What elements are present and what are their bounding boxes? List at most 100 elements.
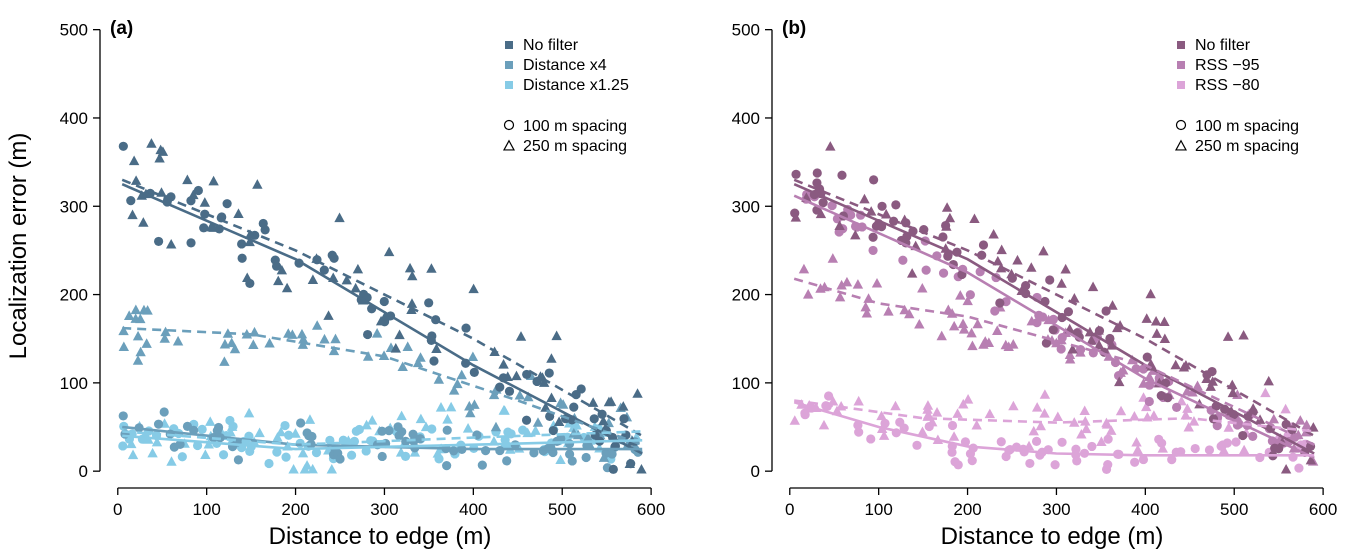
panel-b-point-100m xyxy=(1212,421,1222,431)
panel-a-point-100m xyxy=(212,426,222,436)
panel-b-point-250m xyxy=(1075,347,1086,357)
panel-a-points xyxy=(118,138,647,474)
panel-b-point-250m xyxy=(1035,420,1046,431)
panel-a-point-250m xyxy=(433,374,445,384)
panel-b-point-100m xyxy=(846,210,856,220)
panel-b-point-250m xyxy=(948,320,960,331)
panel-a-point-100m xyxy=(394,431,404,441)
panel-a-point-250m xyxy=(146,138,157,148)
panel-b-point-250m xyxy=(1176,395,1187,406)
panel-b-point-250m xyxy=(798,263,810,274)
panel-a-point-250m xyxy=(142,305,153,315)
panel-a-point-100m xyxy=(377,426,387,436)
panel-a-point-250m xyxy=(375,315,387,326)
panel-b-point-250m xyxy=(941,202,953,212)
panel-b-point-100m xyxy=(898,255,908,265)
panel-b-point-100m xyxy=(1238,430,1248,441)
panel-b-point-100m xyxy=(1144,396,1154,407)
panel-a-point-100m xyxy=(281,452,291,462)
panel-a-legend: No filter Distance x4 Distance x1.25 100 m … xyxy=(502,37,629,155)
panel-a-y-tick-label: 100 xyxy=(60,374,88,393)
panel-a-point-250m xyxy=(225,426,236,437)
panel-a-point-250m xyxy=(352,263,364,274)
panel-a-point-250m xyxy=(431,343,442,354)
panel-b-point-100m xyxy=(1171,402,1182,413)
panel-b-point-250m xyxy=(1238,444,1250,455)
panel-b-point-250m xyxy=(1051,337,1062,348)
panel-b-point-250m xyxy=(1260,387,1271,398)
panel-b-point-100m xyxy=(1087,441,1097,452)
panel-a-legend-label: No filter xyxy=(523,37,579,54)
panel-a-point-100m xyxy=(529,448,539,458)
panel-b-point-250m xyxy=(1064,353,1076,364)
panel-b-point-250m xyxy=(1148,410,1160,420)
panel-b-point-100m xyxy=(791,169,801,179)
panel-a-x-tick-label: 600 xyxy=(637,500,665,519)
panel-a-point-250m xyxy=(254,427,265,438)
panel-a-point-250m xyxy=(226,337,237,348)
panel-b-point-250m xyxy=(996,244,1007,255)
panel-b-point-100m xyxy=(891,200,901,210)
panel-a-point-250m xyxy=(406,298,418,308)
panel-a-point-250m xyxy=(498,359,509,369)
panel-b-point-100m xyxy=(837,170,847,180)
panel-a-y-tick-label: 400 xyxy=(60,109,88,128)
panel-a-point-250m xyxy=(523,391,534,402)
panel-a-point-250m xyxy=(404,262,416,273)
panel-a-point-100m xyxy=(393,422,403,432)
panel-b-point-250m xyxy=(852,279,864,289)
panel-b-point-100m xyxy=(1204,445,1215,455)
panel-a-point-250m xyxy=(498,405,509,415)
panel-b-point-250m xyxy=(952,408,963,418)
panel-b-point-100m xyxy=(1063,307,1074,317)
panel-b-x-axis-title: Distance to edge (m) xyxy=(941,523,1164,550)
panel-b-point-250m xyxy=(853,395,864,406)
panel-a-point-250m xyxy=(290,428,301,438)
panel-b-point-100m xyxy=(943,251,953,261)
panel-a-point-100m xyxy=(218,450,229,460)
panel-b-point-100m xyxy=(1154,434,1164,444)
panel-a-point-250m xyxy=(636,463,647,474)
panel-b-point-250m xyxy=(984,408,996,419)
panel-b-point-250m xyxy=(878,430,890,440)
panel-a-point-100m xyxy=(429,356,439,366)
panel-b-legend-label: RSS −95 xyxy=(1195,57,1260,74)
panel-b-point-250m xyxy=(1141,401,1152,412)
panel-b-point-250m xyxy=(917,282,928,293)
panel-a-point-250m xyxy=(252,179,263,189)
panel-b-point-250m xyxy=(1115,405,1127,416)
panel-b-point-250m xyxy=(883,306,894,316)
panel-a-point-100m xyxy=(335,454,345,464)
panel-a-point-250m xyxy=(532,417,544,427)
panel-b-x-tick-label: 500 xyxy=(1220,500,1248,519)
panel-a-point-250m xyxy=(632,388,643,398)
panel-b-trend-100m xyxy=(793,194,1315,460)
panel-b-point-250m xyxy=(944,212,956,223)
panel-a-point-250m xyxy=(172,335,184,346)
panel-b-y-tick-label: 200 xyxy=(732,286,760,305)
panel-a-point-250m xyxy=(208,175,219,186)
panel-b-point-250m xyxy=(1060,263,1071,274)
panel-a-point-250m xyxy=(571,419,582,430)
panel-a-point-100m xyxy=(576,384,586,394)
panel-a-point-250m xyxy=(141,338,152,348)
panel-b-point-100m xyxy=(853,420,863,430)
panel-b-point-250m xyxy=(1039,389,1051,399)
panel-a-point-250m xyxy=(182,174,193,185)
panel-b-point-250m xyxy=(922,400,934,410)
panel-a-point-100m xyxy=(377,451,387,462)
panel-b-point-100m xyxy=(1057,437,1067,447)
panel-b-point-250m xyxy=(1056,278,1067,288)
panel-b-point-250m xyxy=(988,228,999,239)
panel-a-point-250m xyxy=(462,423,474,433)
panel-a-point-250m xyxy=(326,463,337,474)
panel-a-point-250m xyxy=(540,402,551,412)
panel-b-point-250m xyxy=(899,304,910,315)
panel-a-point-100m xyxy=(495,445,505,456)
panel-a-point-100m xyxy=(564,439,575,449)
panel-a-point-100m xyxy=(199,223,209,233)
panel-b-point-250m xyxy=(958,324,970,334)
panel-a-point-250m xyxy=(297,447,309,458)
panel-a-point-250m xyxy=(272,432,283,442)
panel-b-y-tick-label: 400 xyxy=(732,109,760,128)
